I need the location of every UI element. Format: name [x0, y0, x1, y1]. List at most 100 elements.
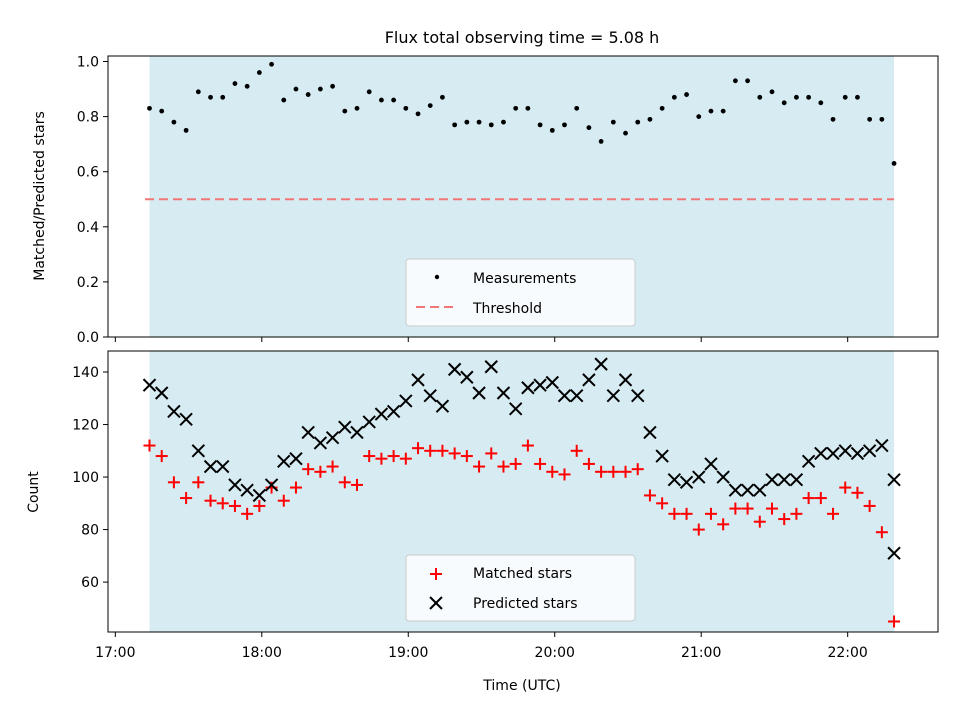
x-tick-label: 20:00 — [535, 645, 575, 661]
bottom-y-axis-label: Count — [26, 471, 42, 513]
matched-point — [253, 499, 266, 512]
measurement-point — [513, 105, 519, 111]
predicted-point — [374, 407, 389, 421]
top-y-axis-label: Matched/Predicted stars — [32, 111, 48, 281]
bottom-y-tick-label: 60 — [81, 575, 99, 591]
top-y-tick-label: 0.4 — [77, 220, 99, 236]
measurement-point — [171, 119, 177, 125]
measurement-point — [537, 122, 543, 128]
measurement-point — [562, 122, 567, 128]
predicted-point — [875, 438, 889, 453]
top-legend: Measurements Threshold — [405, 258, 636, 327]
measurement-point — [732, 78, 738, 84]
matched-point — [289, 481, 302, 494]
predicted-point — [435, 399, 450, 413]
predicted-point — [154, 386, 169, 400]
top-y-ticks: 0.0 0.2 0.4 0.6 0.8 1.0 — [77, 55, 108, 346]
measurement-point — [391, 97, 397, 103]
matched-point — [753, 515, 766, 528]
matched-point — [424, 444, 437, 457]
bottom-legend: Matched stars Predicted stars — [405, 554, 636, 622]
predicted-point — [789, 472, 804, 487]
predicted-point — [826, 446, 840, 461]
matched-point — [143, 439, 156, 452]
matched-point — [509, 457, 522, 470]
predicted-point — [386, 404, 401, 419]
predicted-point — [887, 472, 901, 487]
measurement-point — [891, 161, 897, 166]
matched-point — [814, 492, 827, 505]
top-panel: 0.0 0.2 0.4 0.6 0.8 1.0 Matched/Predicted sta… — [32, 55, 939, 346]
measurement-point — [806, 94, 812, 100]
measurement-point — [647, 116, 653, 122]
predicted-point — [399, 394, 413, 408]
predicted-point — [692, 470, 706, 484]
top-y-tick-label: 0.8 — [77, 110, 99, 126]
measurement-point — [720, 108, 726, 114]
predicted-point — [167, 404, 181, 419]
matched-point — [277, 494, 290, 507]
matched-point — [863, 499, 876, 512]
predicted-point — [240, 483, 254, 497]
matched-point — [167, 476, 180, 489]
measurement-point — [818, 100, 824, 106]
predicted-point — [753, 483, 767, 497]
matched-point — [204, 494, 217, 507]
measurement-point — [696, 114, 702, 120]
matched-point — [766, 502, 778, 515]
matched-point — [704, 507, 717, 520]
predicted-point — [411, 373, 425, 387]
matched-point — [680, 507, 693, 520]
predicted-point — [569, 388, 584, 403]
predicted-point — [216, 459, 230, 474]
matched-point — [643, 489, 656, 502]
measurement-point — [598, 139, 604, 144]
bottom-axes-frame — [107, 350, 939, 633]
matched-point — [314, 465, 327, 478]
measurement-point — [379, 97, 384, 103]
measurement-point — [317, 86, 323, 92]
legend-threshold-label: Threshold — [472, 301, 542, 317]
matched-point — [460, 450, 473, 463]
x-tick-label: 21:00 — [681, 645, 721, 661]
predicted-point — [460, 370, 474, 384]
predicted-point — [533, 378, 547, 392]
bottom-y-tick-label: 100 — [72, 470, 99, 486]
measurement-point — [244, 83, 250, 89]
predicted-point — [801, 454, 816, 469]
bottom-y-ticks: 60 80 100 120 140 — [72, 365, 108, 591]
matched-point — [216, 497, 229, 510]
predicted-point — [740, 483, 755, 497]
predicted-point — [203, 459, 218, 474]
matched-point — [790, 507, 803, 520]
measurement-point — [879, 116, 885, 122]
x-axis-label: Time (UTC) — [482, 678, 560, 694]
measurement-point — [745, 78, 750, 84]
matched-point — [399, 452, 412, 465]
matched-point — [692, 523, 705, 536]
predicted-point — [277, 454, 291, 469]
predicted-point — [582, 373, 596, 387]
predicted-point — [289, 451, 303, 466]
measurement-point — [586, 125, 592, 131]
matched-point — [412, 442, 425, 455]
predicted-point — [618, 373, 633, 387]
measurement-point — [549, 127, 555, 133]
predicted-point — [447, 362, 462, 377]
predicted-point — [594, 357, 608, 371]
predicted-point — [545, 375, 560, 390]
predicted-point — [765, 472, 779, 487]
bottom-y-tick-label: 140 — [72, 365, 99, 381]
matched-point — [192, 476, 205, 489]
predicted-point — [667, 472, 682, 487]
measurement-point — [208, 94, 213, 100]
measurement-point — [855, 94, 860, 100]
predicted-point — [484, 360, 498, 374]
measurement-point — [269, 61, 274, 67]
predicted-point — [142, 378, 157, 392]
measurement-point — [256, 70, 262, 75]
legend-predicted-label: Predicted stars — [473, 596, 578, 612]
matched-point — [521, 439, 534, 452]
predicted-point — [350, 425, 364, 440]
measurement-point — [708, 108, 714, 114]
